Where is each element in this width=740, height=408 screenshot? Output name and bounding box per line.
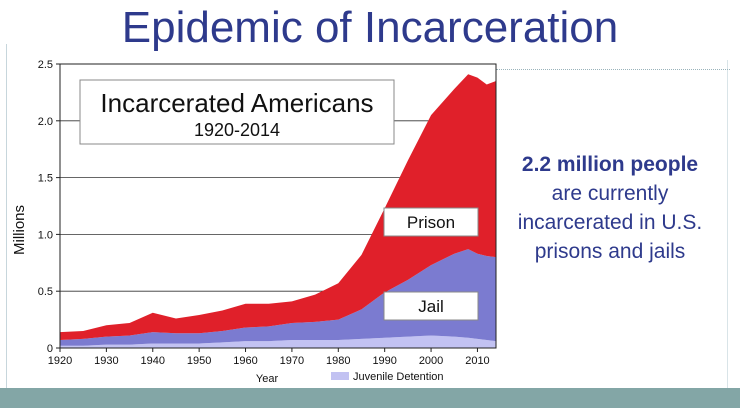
x-tick-label-0: 1920 [48,355,72,367]
x-tick-label-4: 1960 [233,355,257,367]
x-axis-label: Year [256,373,279,385]
slide-title: Epidemic of Incarceration [121,3,619,52]
y-tick-label-4: 2.0 [38,116,53,128]
x-tick-label-5: 1970 [280,355,304,367]
prison-label: Prison [407,213,455,232]
axis-layer: 0 0.5 1.0 1.5 2.0 2.5 1920 1930 1940 1950 1960 1970… [38,59,497,367]
y-tick-label-0: 0 [47,343,53,355]
callout-text: 2.2 million people are currently incarce… [500,150,720,266]
x-tick-label-6: 1980 [326,355,350,367]
y-tick-label-1: 0.5 [38,286,53,298]
x-tick-label-9: 2010 [465,355,489,367]
area-layer [60,74,496,348]
x-tick-label-1: 1930 [94,355,118,367]
callout-highlight: 2.2 million people [521,153,699,176]
dotted-divider [496,69,730,70]
y-tick-label-2: 1.0 [38,229,53,241]
prison-label-box [383,207,479,237]
legend-juvenile-label: Juvenile Detention [353,371,444,383]
area-prison [60,74,496,341]
y-axis-label: Millions [11,205,28,255]
x-tick-label-8: 2000 [419,355,443,367]
jail-label-box [383,291,479,321]
chart-title-box [79,79,395,145]
jail-label: Jail [418,297,444,316]
footer-band [0,388,740,408]
area-jail [60,249,496,346]
y-tick-label-3: 1.5 [38,173,53,185]
plot-frame [59,63,497,349]
left-divider [6,44,7,388]
right-divider [727,60,728,388]
y-tick-label-5: 2.5 [38,59,53,71]
chart-title: Incarcerated Americans [100,88,373,118]
incarceration-chart: 0 0.5 1.0 1.5 2.0 2.5 1920 1930 1940 1950 1960 1970… [11,59,497,385]
x-tick-label-3: 1950 [187,355,211,367]
callout-body: are currently incarcerated in U.S. priso… [517,182,703,263]
area-juvenile-detention [60,335,496,348]
x-tick-label-7: 1990 [372,355,396,367]
chart-subtitle: 1920-2014 [194,120,280,140]
legend-juvenile-swatch [331,372,349,380]
x-tick-label-2: 1940 [141,355,165,367]
